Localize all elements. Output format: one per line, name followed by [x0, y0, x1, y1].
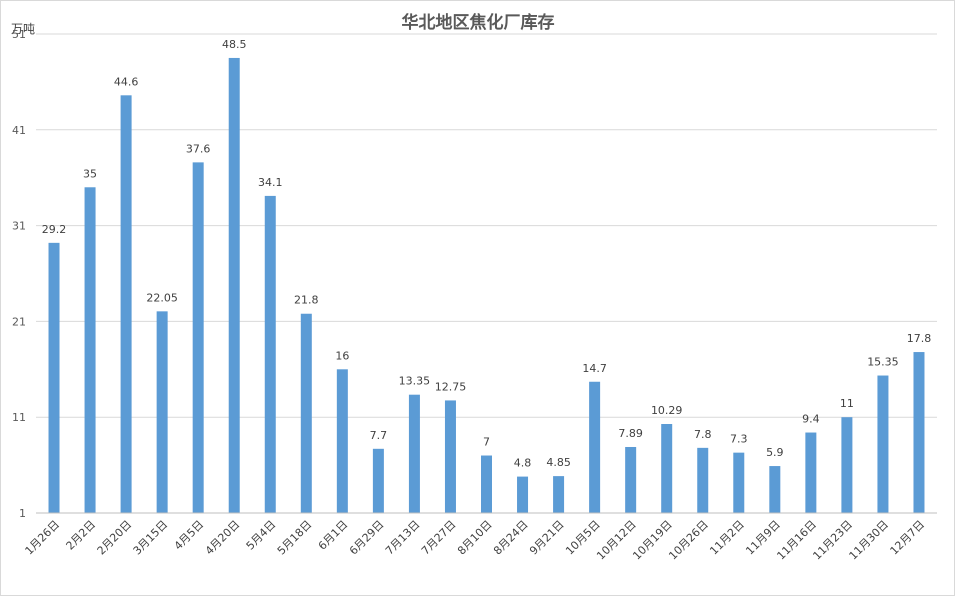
bar — [336, 369, 348, 513]
x-tick-label: 11月30日 — [847, 518, 892, 563]
bar — [733, 452, 745, 513]
y-tick-label: 31 — [12, 220, 26, 233]
x-tick-label: 5月18日 — [275, 518, 315, 558]
data-label: 16 — [335, 349, 349, 362]
x-tick-label: 8月10日 — [455, 518, 495, 558]
bar — [408, 394, 420, 513]
data-label: 15.35 — [867, 356, 899, 369]
bar — [769, 466, 781, 513]
bar — [625, 446, 637, 513]
data-label: 4.85 — [546, 456, 571, 469]
data-label: 11 — [840, 397, 854, 410]
bar — [192, 162, 204, 513]
bar — [661, 424, 673, 513]
data-labels: 29.2 35 44.6 22.05 37.6 48.5 34.1 21.8 16 7.7 13.3… — [42, 38, 931, 470]
data-label: 14.7 — [582, 362, 607, 375]
bars — [48, 57, 925, 514]
data-label: 5.9 — [766, 446, 784, 459]
y-axis-unit-label: 万吨 — [11, 22, 35, 36]
bar — [156, 311, 168, 513]
data-label: 34.1 — [258, 176, 283, 189]
data-label: 7.8 — [694, 428, 712, 441]
bar — [553, 476, 565, 513]
data-label: 29.2 — [42, 223, 67, 236]
bar — [517, 476, 529, 513]
bar — [589, 381, 601, 513]
bar — [877, 375, 889, 513]
x-tick-label: 10月26日 — [666, 518, 711, 563]
bar — [444, 400, 456, 513]
bar — [372, 448, 384, 513]
data-label: 17.8 — [907, 332, 932, 345]
data-label: 4.8 — [514, 457, 532, 470]
x-tick-label: 1月26日 — [23, 518, 63, 558]
x-tick-label: 4月20日 — [203, 518, 243, 558]
data-label: 7.89 — [618, 427, 643, 440]
x-tick-label: 7月13日 — [383, 518, 423, 558]
chart-title: 华北地区焦化厂库存 — [402, 12, 555, 33]
data-label: 7.3 — [730, 433, 748, 446]
gridlines — [36, 33, 937, 418]
x-tick-label: 11月2日 — [707, 518, 747, 558]
bar — [805, 432, 817, 513]
y-tick-label: 1 — [19, 507, 26, 520]
bar — [913, 352, 925, 513]
bar — [697, 447, 709, 513]
bar — [120, 95, 132, 513]
x-tick-label: 7月27日 — [419, 518, 459, 558]
data-label: 7.7 — [370, 429, 388, 442]
x-tick-label: 3月15日 — [131, 518, 171, 558]
x-tick-label: 12月7日 — [888, 518, 928, 558]
x-tick-label: 6月29日 — [347, 518, 387, 558]
y-tick-label: 21 — [12, 315, 26, 328]
data-label: 10.29 — [651, 404, 683, 417]
x-tick-label: 5月4日 — [244, 518, 279, 553]
data-label: 22.05 — [146, 291, 178, 304]
y-tick-label: 51 — [12, 28, 26, 41]
y-tick-label: 41 — [12, 124, 26, 137]
bar — [481, 455, 492, 513]
data-label: 21.8 — [294, 294, 319, 307]
data-label: 7 — [483, 436, 490, 449]
data-label: 35 — [83, 167, 97, 180]
x-tick-label: 6月1日 — [316, 518, 351, 553]
bar — [48, 242, 60, 513]
data-label: 44.6 — [114, 75, 139, 88]
bar — [300, 313, 312, 513]
bar — [84, 187, 96, 513]
x-tick-label: 2月20日 — [95, 518, 135, 558]
x-tick-label: 4月5日 — [172, 518, 207, 553]
bar — [264, 195, 276, 514]
x-tick-label: 2月2日 — [64, 518, 99, 553]
x-tick-label: 8月24日 — [491, 518, 531, 558]
bar — [841, 417, 853, 513]
y-tick-label: 11 — [12, 411, 26, 424]
data-label: 9.4 — [802, 413, 820, 426]
data-label: 48.5 — [222, 38, 247, 51]
data-label: 37.6 — [186, 142, 211, 155]
bar — [228, 57, 240, 513]
data-label: 12.75 — [435, 380, 467, 393]
data-label: 13.35 — [399, 375, 431, 388]
x-tick-label: 9月21日 — [527, 518, 567, 558]
